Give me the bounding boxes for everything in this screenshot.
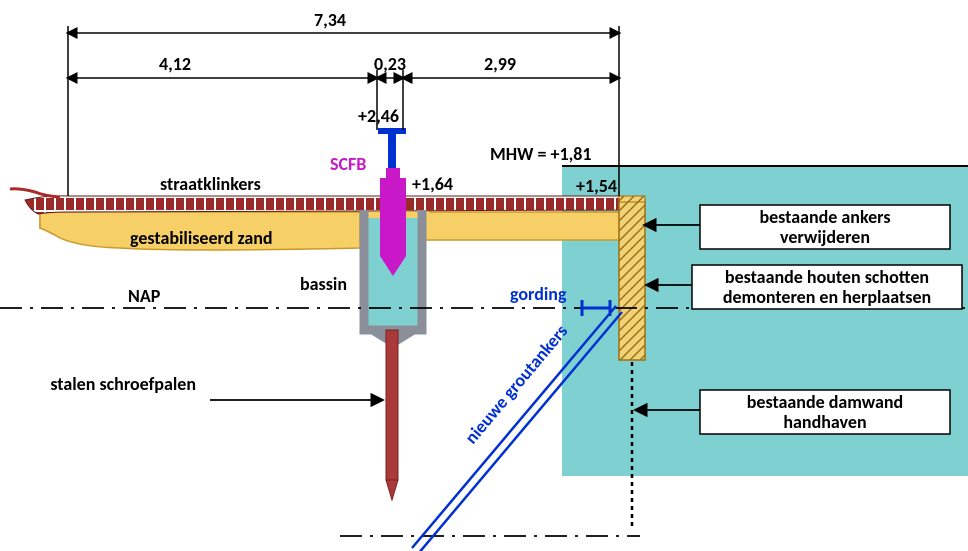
svg-text:stalen schroefpalen: stalen schroefpalen <box>50 373 196 395</box>
box-damwand: bestaande damwand handhaven <box>700 390 950 434</box>
dim-seg3: 2,99 <box>484 53 516 75</box>
label-straatklinkers: straatklinkers <box>160 173 261 195</box>
svg-text:handhaven: handhaven <box>783 411 866 433</box>
level-nap: NAP <box>128 285 161 307</box>
leader-schroefpalen: stalen schroefpalen <box>50 373 382 400</box>
box-schotten: bestaande houten schotten demonteren en … <box>692 265 962 309</box>
svg-text:demonteren en herplaatsen: demonteren en herplaatsen <box>723 286 931 308</box>
dim-total: 7,34 <box>314 9 346 31</box>
dim-seg2: 0,23 <box>374 53 406 75</box>
scfb-element <box>378 128 406 276</box>
label-scfb: SCFB <box>330 153 366 175</box>
level-wall-top: +1,54 <box>576 175 617 197</box>
svg-text:verwijderen: verwijderen <box>780 226 870 248</box>
cross-section-diagram: 7,34 4,12 0,23 2,99 +2,46 MHW = +1,81 +1… <box>0 0 968 551</box>
label-bassin: bassin <box>300 273 347 295</box>
dim-seg1: 4,12 <box>159 53 191 75</box>
label-gording: gording <box>510 283 567 305</box>
screw-pile <box>386 330 398 500</box>
svg-text:bestaande houten schotten: bestaande houten schotten <box>725 266 929 288</box>
level-brick: +1,64 <box>412 173 453 195</box>
box-ankers: bestaande ankers verwijderen <box>700 205 950 249</box>
svg-text:bestaande damwand: bestaande damwand <box>747 391 903 413</box>
svg-text:bestaande ankers: bestaande ankers <box>759 206 890 228</box>
label-zand: gestabiliseerd zand <box>130 227 273 249</box>
wood-boards <box>619 200 645 360</box>
level-scfb-top: +2,46 <box>358 105 399 127</box>
label-groutankers: nieuwe groutankers <box>460 320 572 448</box>
level-mhw: MHW = +1,81 <box>490 143 591 165</box>
